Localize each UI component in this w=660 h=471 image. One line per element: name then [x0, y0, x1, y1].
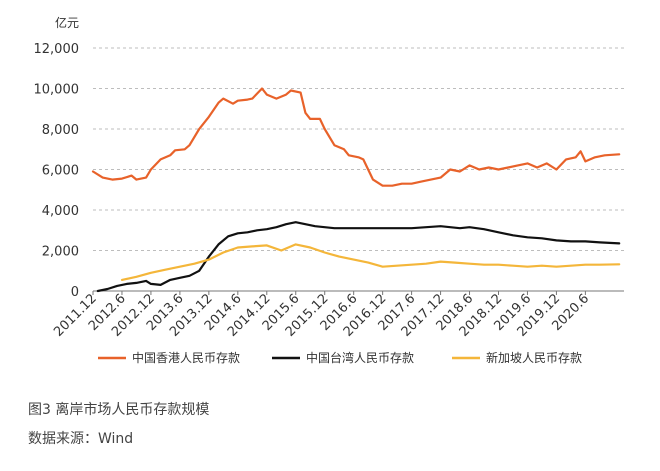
series-line-2 — [120, 243, 621, 281]
caption-title: 图3 离岸市场人民币存款规模 — [28, 402, 210, 418]
y-tick-label: 12,000 — [34, 42, 80, 57]
series-lines — [91, 87, 621, 293]
legend: 中国香港人民币存款 中国台湾人民币存款 新加坡人民币存款 — [98, 350, 582, 365]
chart: 0 2,000 4,000 6,000 8,000 10,000 12,000 亿元 2011… — [34, 15, 624, 365]
caption-source: 数据来源：Wind — [28, 431, 134, 447]
grid — [93, 47, 624, 251]
y-tick-label: 8,000 — [42, 123, 79, 138]
y-tick-label: 10,000 — [34, 83, 80, 98]
y-tick-label: 4,000 — [42, 204, 79, 219]
x-axis: 2011.122012.62012.122013.62013.122014.62… — [51, 290, 624, 340]
y-tick-label: 6,000 — [42, 164, 79, 179]
series-line-1 — [96, 221, 621, 293]
legend-label-1: 中国台湾人民币存款 — [306, 350, 414, 365]
y-axis: 0 2,000 4,000 6,000 8,000 10,000 12,000 亿元 — [34, 15, 80, 300]
legend-label-2: 新加坡人民币存款 — [486, 350, 582, 365]
legend-label-0: 中国香港人民币存款 — [132, 350, 240, 365]
y-axis-unit: 亿元 — [55, 15, 79, 30]
series-line-0 — [91, 87, 621, 187]
y-tick-label: 0 — [71, 285, 79, 300]
y-tick-label: 2,000 — [42, 245, 79, 260]
